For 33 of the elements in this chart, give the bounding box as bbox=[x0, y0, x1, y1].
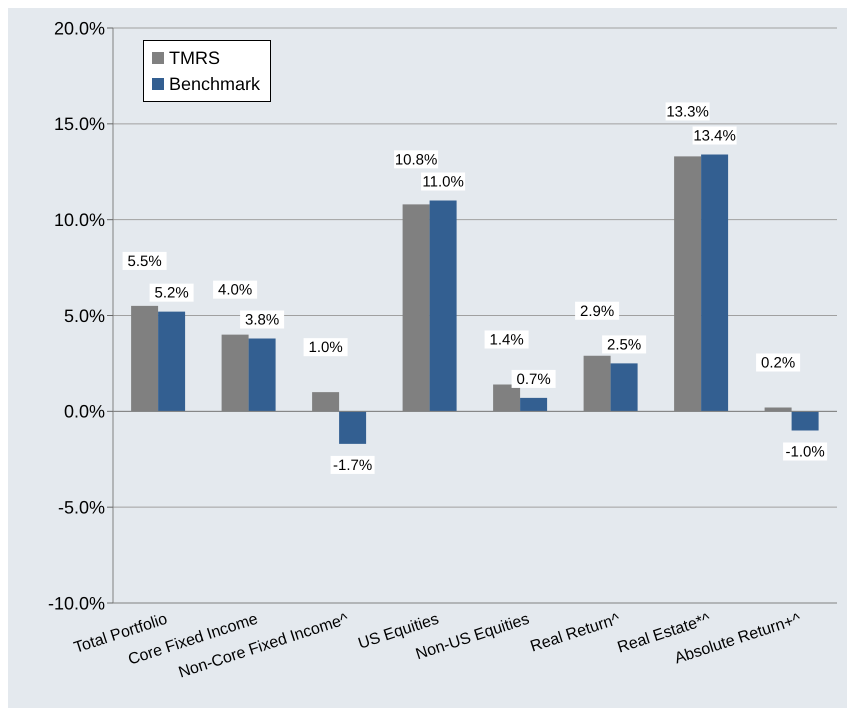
bar bbox=[339, 411, 366, 444]
data-label: 0.2% bbox=[761, 354, 796, 372]
data-label: 13.4% bbox=[693, 128, 736, 144]
data-label: 3.8% bbox=[245, 312, 280, 328]
bar bbox=[430, 200, 457, 412]
data-label: 5.5% bbox=[128, 252, 162, 270]
bar bbox=[520, 398, 548, 412]
data-label: -1.0% bbox=[786, 444, 825, 460]
data-label: 0.7% bbox=[516, 370, 551, 388]
y-tick-label: 5.0% bbox=[64, 306, 105, 326]
data-label: 13.3% bbox=[666, 103, 709, 120]
y-tick-label: 0.0% bbox=[64, 402, 105, 422]
legend-label: TMRS bbox=[169, 47, 220, 70]
data-label: 2.9% bbox=[580, 302, 614, 320]
data-label: 2.5% bbox=[607, 336, 642, 354]
legend-label: Benchmark bbox=[169, 73, 260, 96]
y-tick-label: -10.0% bbox=[48, 593, 105, 614]
data-label: -1.7% bbox=[333, 456, 372, 474]
y-tick-label: 20.0% bbox=[54, 18, 105, 38]
bar bbox=[158, 312, 186, 412]
bar bbox=[610, 363, 638, 412]
bar bbox=[248, 338, 276, 412]
data-label: 4.0% bbox=[218, 282, 252, 299]
bar bbox=[701, 154, 728, 412]
data-label: 11.0% bbox=[422, 174, 464, 190]
bar bbox=[792, 411, 819, 430]
y-tick-label: -5.0% bbox=[58, 498, 105, 518]
data-label: 10.8% bbox=[394, 151, 438, 168]
data-label: 5.2% bbox=[154, 284, 189, 302]
y-tick-label: 15.0% bbox=[54, 114, 105, 134]
data-label: 1.0% bbox=[308, 339, 343, 356]
y-tick-label: 10.0% bbox=[54, 210, 105, 230]
data-label: 1.4% bbox=[490, 332, 524, 348]
